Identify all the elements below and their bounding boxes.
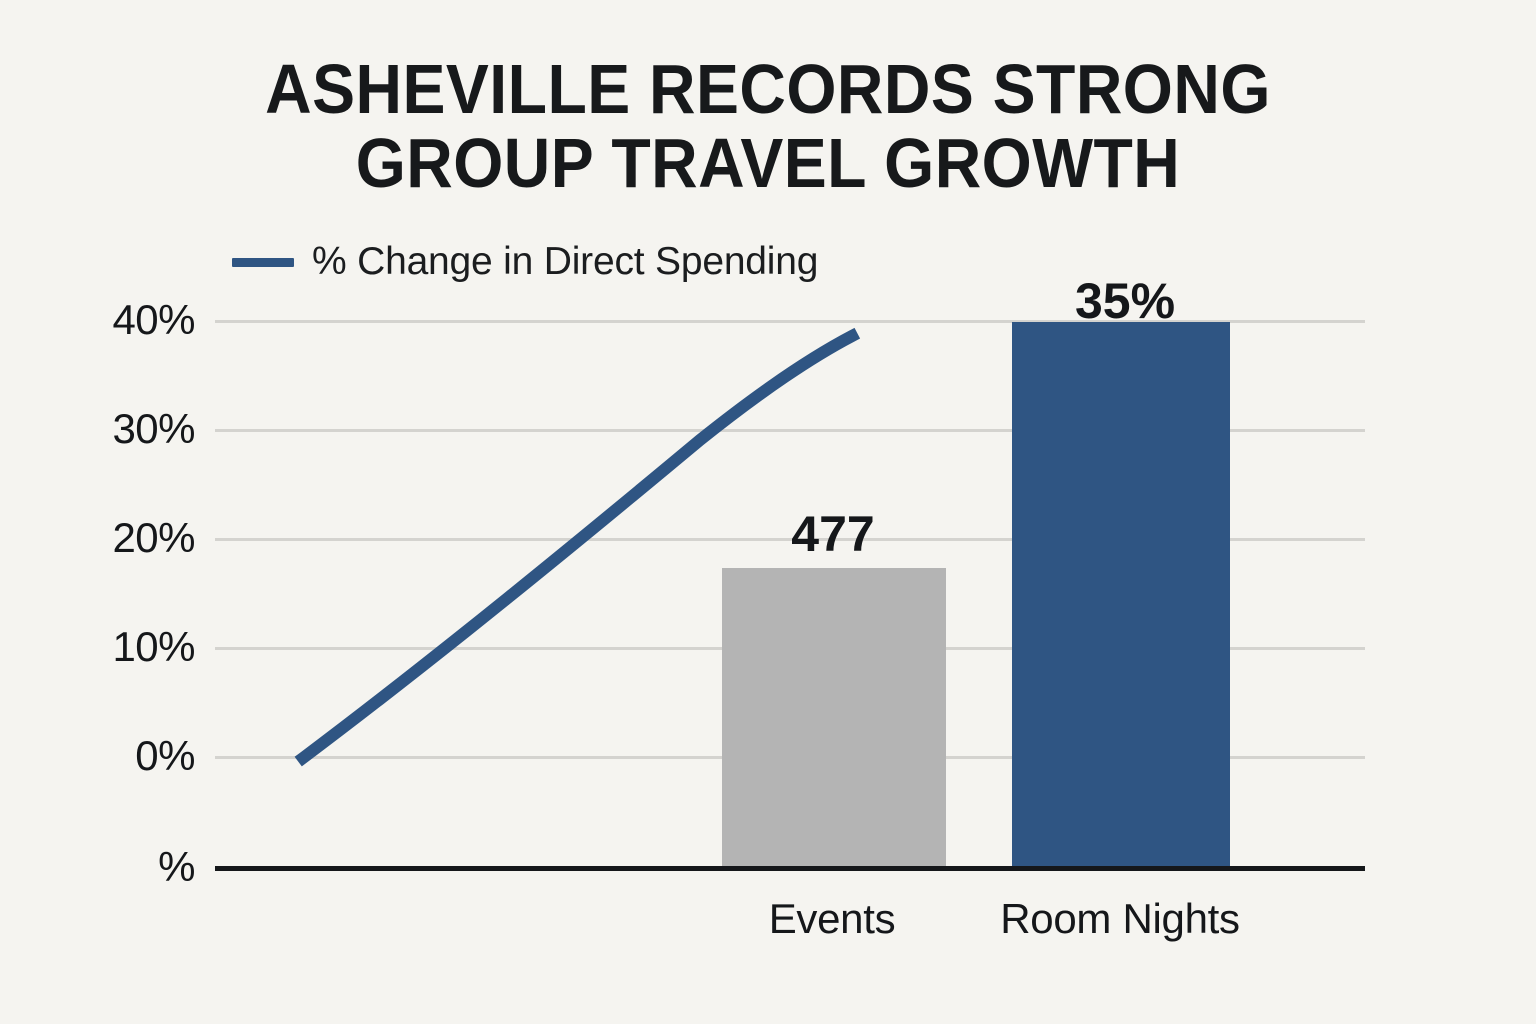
y-axis-tick-40: 40% — [112, 296, 195, 343]
x-axis-line — [215, 866, 1365, 871]
legend-item-label: % Change in Direct Spending — [312, 240, 819, 283]
bar-value-room-nights: 35% — [1074, 273, 1176, 329]
gridline-40 — [215, 320, 1365, 323]
y-axis-tick-20: 20% — [112, 514, 195, 561]
x-axis-label-room-nights: Room Nights — [1000, 895, 1240, 942]
bar-value-events: 477 — [791, 506, 875, 562]
page-title: ASHEVILLE RECORDS STRONG GROUP TRAVEL GR… — [265, 50, 1271, 202]
x-axis-label-events: Events — [768, 895, 896, 942]
y-axis-tick-0: 0% — [135, 732, 195, 779]
bar-room-nights[interactable] — [1012, 322, 1230, 866]
y-axis-tick-10: 10% — [112, 623, 195, 670]
chart-legend: % Change in Direct Spending — [232, 240, 818, 284]
y-axis-tick-percent: % — [158, 843, 195, 890]
y-axis-tick-30: 30% — [112, 405, 195, 452]
legend-line-swatch-icon — [232, 257, 294, 267]
bar-events[interactable] — [722, 568, 946, 866]
